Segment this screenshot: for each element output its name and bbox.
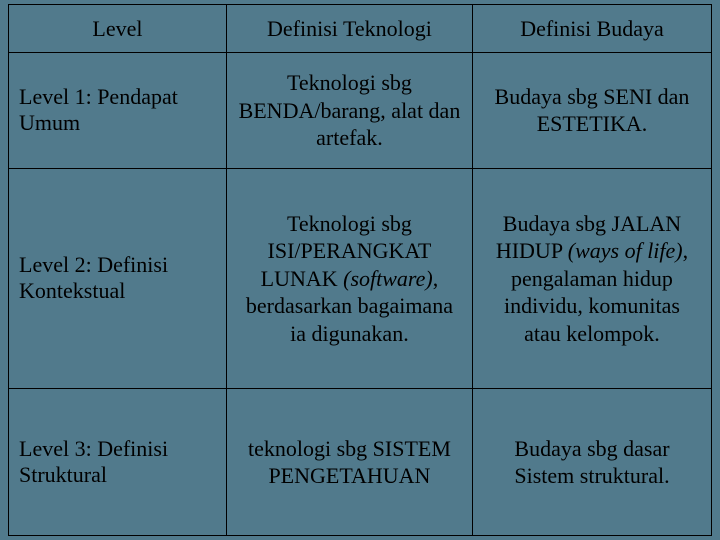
cell-budaya-italic: (ways of life)	[568, 238, 683, 263]
header-level: Level	[9, 5, 227, 53]
table-header-row: Level Definisi Teknologi Definisi Budaya	[9, 5, 712, 53]
cell-tech: Teknologi sbg BENDA/barang, alat dan art…	[226, 53, 472, 169]
cell-tech: teknologi sbg SISTEM PENGETAHUAN	[226, 389, 472, 536]
cell-budaya: Budaya sbg dasar Sistem struktural.	[472, 389, 711, 536]
cell-level: Level 1: Pendapat Umum	[9, 53, 227, 169]
slide: Level Definisi Teknologi Definisi Budaya…	[0, 0, 720, 540]
cell-tech: Teknologi sbg ISI/PERANGKAT LUNAK (softw…	[226, 168, 472, 389]
cell-budaya: Budaya sbg SENI dan ESTETIKA.	[472, 53, 711, 169]
table-row: Level 2: Definisi Kontekstual Teknologi …	[9, 168, 712, 389]
header-budaya: Definisi Budaya	[472, 5, 711, 53]
cell-budaya: Budaya sbg JALAN HIDUP (ways of life), p…	[472, 168, 711, 389]
header-tech: Definisi Teknologi	[226, 5, 472, 53]
cell-tech-italic: (software)	[343, 266, 433, 291]
cell-level: Level 3: Definisi Struktural	[9, 389, 227, 536]
table-row: Level 1: Pendapat Umum Teknologi sbg BEN…	[9, 53, 712, 169]
table-row: Level 3: Definisi Struktural teknologi s…	[9, 389, 712, 536]
cell-level: Level 2: Definisi Kontekstual	[9, 168, 227, 389]
definition-table: Level Definisi Teknologi Definisi Budaya…	[8, 4, 712, 536]
